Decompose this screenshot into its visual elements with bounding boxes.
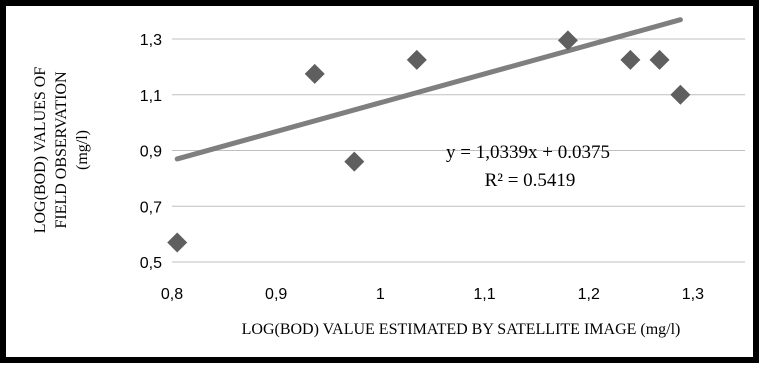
data-point bbox=[406, 49, 427, 70]
x-tick-label: 1,3 bbox=[682, 286, 704, 303]
x-tick-labels: 0,8 0,9 1 1,1 1,2 1,3 bbox=[161, 286, 704, 303]
data-point bbox=[344, 151, 365, 172]
x-tick-label: 1,1 bbox=[473, 286, 495, 303]
y-tick-labels: 0,5 0,7 0,9 1,1 1,3 bbox=[140, 32, 162, 272]
y-tick-label: 0,7 bbox=[140, 199, 162, 216]
trendline-equation: y = 1,0339x + 0.0375 bbox=[446, 142, 610, 163]
data-point bbox=[167, 232, 188, 253]
x-tick-label: 1 bbox=[376, 286, 385, 303]
gridlines bbox=[172, 38, 745, 263]
data-point bbox=[304, 63, 325, 84]
y-tick-label: 0,5 bbox=[140, 255, 162, 272]
trendline-group bbox=[174, 17, 683, 162]
y-tick-label: 0,9 bbox=[140, 144, 162, 161]
x-axis-title: LOG(BOD) VALUE ESTIMATED BY SATELLITE IM… bbox=[242, 321, 681, 338]
data-points bbox=[167, 30, 691, 253]
y-axis-title: LOG(BOD) VALUES OF FIELD OBSERVATION (mg… bbox=[32, 67, 91, 234]
y-axis-title-line-3: (mg/l) bbox=[74, 130, 91, 170]
r-squared-label: R² = 0.5419 bbox=[485, 170, 576, 191]
y-tick-label: 1,1 bbox=[140, 88, 162, 105]
data-point bbox=[670, 84, 691, 105]
x-tick-label: 0,8 bbox=[161, 286, 183, 303]
data-point bbox=[649, 49, 670, 70]
data-point bbox=[557, 30, 578, 51]
data-point bbox=[620, 49, 641, 70]
y-tick-label: 1,3 bbox=[140, 32, 162, 49]
y-axis-title-line-1: LOG(BOD) VALUES OF bbox=[32, 67, 49, 234]
x-tick-label: 0,9 bbox=[265, 286, 287, 303]
trendline bbox=[174, 17, 683, 162]
x-tick-label: 1,2 bbox=[578, 286, 600, 303]
y-axis-title-line-2: FIELD OBSERVATION bbox=[53, 71, 70, 229]
